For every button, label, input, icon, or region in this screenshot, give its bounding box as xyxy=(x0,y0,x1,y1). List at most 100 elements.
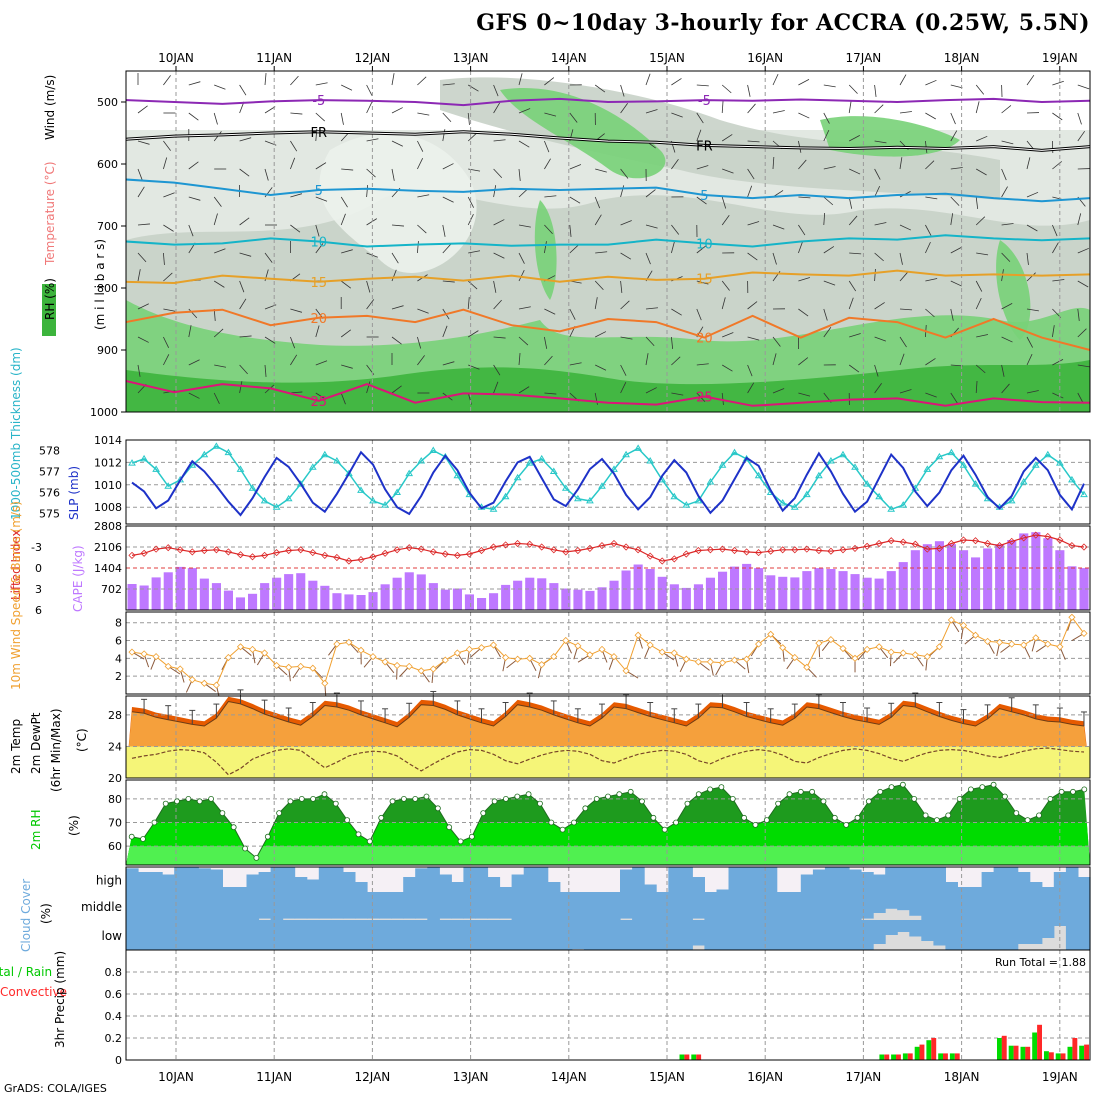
wind-barb xyxy=(874,140,887,144)
precip-total-bar xyxy=(891,1054,896,1060)
cloud-bar-fill xyxy=(246,892,260,920)
wind-barb xyxy=(569,164,582,170)
wind-barb xyxy=(1077,364,1090,368)
wind-barb xyxy=(493,139,506,142)
wind-barb xyxy=(1001,223,1014,226)
chart-title: GFS 0~10day 3-hourly for ACCRA (0.25W, 5… xyxy=(476,10,1090,36)
wind-speed-marker xyxy=(273,661,281,670)
cloud-bar xyxy=(126,868,139,893)
lifted-index-marker xyxy=(827,547,835,555)
wind-barb xyxy=(925,112,936,120)
cape-bar xyxy=(922,544,932,610)
lifted-index-marker xyxy=(1068,542,1076,550)
precip-total-bar xyxy=(938,1053,944,1060)
cape-bar xyxy=(766,575,776,610)
cape-bar xyxy=(452,588,462,610)
wind-barb xyxy=(1077,328,1087,338)
wind-barb xyxy=(188,224,194,237)
rh-marker xyxy=(287,798,294,805)
cloud-bar xyxy=(451,882,464,892)
wind-barb xyxy=(1052,392,1064,399)
rh-marker xyxy=(911,796,918,802)
wind-barb xyxy=(671,308,682,316)
wind-barb xyxy=(772,252,777,265)
wind-barb xyxy=(391,168,395,181)
wind-barb xyxy=(1052,279,1065,282)
cloud-bar-fill xyxy=(403,920,416,950)
rh-marker xyxy=(355,831,362,838)
wind-speed-marker xyxy=(923,653,931,661)
cloud-bar-fill xyxy=(439,892,452,919)
wind-barb xyxy=(721,215,730,226)
wind-speed-marker xyxy=(465,645,473,653)
wind-speed-marker xyxy=(164,662,172,670)
wind-barb xyxy=(747,252,758,261)
wind-speed-marker xyxy=(526,654,534,662)
wind-speed-marker xyxy=(441,656,449,664)
lifted-index-marker xyxy=(309,549,317,557)
wind-barb xyxy=(493,219,505,226)
contour-label: 15 xyxy=(696,273,713,288)
thickness-marker xyxy=(140,454,148,462)
rh-shade xyxy=(534,200,557,300)
cloud-bar-fill xyxy=(294,920,308,950)
date-label-bottom: 10JAN xyxy=(158,1070,194,1084)
cape-bar xyxy=(1043,538,1053,610)
wind-barb xyxy=(366,185,369,198)
wind-barb xyxy=(671,336,674,349)
cape-frame xyxy=(125,525,1091,611)
wind-barb xyxy=(239,217,250,226)
cloud-bar-fill xyxy=(1041,920,1055,938)
cloud-bar xyxy=(692,945,705,950)
cloud-bar-fill xyxy=(969,892,983,920)
wind-barb xyxy=(264,336,276,344)
thickness-tick-label: 575 xyxy=(39,508,60,521)
wind-barb xyxy=(848,280,857,292)
cloud-bar-fill xyxy=(1017,920,1031,944)
cloud-bar-fill xyxy=(547,920,561,950)
lifted-index-marker xyxy=(164,544,172,552)
lifted-index-marker xyxy=(357,556,365,564)
cloud-bar-fill xyxy=(379,920,392,950)
wind-barb xyxy=(747,103,756,114)
cloud-bar-fill xyxy=(1078,892,1091,920)
cloud-bar xyxy=(957,887,971,892)
wind-barb xyxy=(544,195,557,198)
wind-barb xyxy=(696,112,704,124)
wind-barb xyxy=(645,336,655,347)
wind-speed-marker xyxy=(453,649,461,657)
lifted-index-marker xyxy=(887,537,895,545)
cloud-bar xyxy=(318,918,332,920)
wind-barb xyxy=(213,213,218,226)
cloud-bar xyxy=(885,867,898,892)
temperature-axis-label: Temperature (°C) xyxy=(43,161,57,266)
thickness-marker xyxy=(827,457,835,464)
cloud-bar xyxy=(909,936,922,950)
cloud-bar-fill xyxy=(1005,920,1019,950)
thickness-marker xyxy=(561,484,570,491)
wind-speed-marker xyxy=(791,653,799,662)
wind-barb xyxy=(137,303,149,310)
cloud-bar-fill xyxy=(367,892,380,919)
cloud-bar xyxy=(1041,887,1055,892)
wind-barb xyxy=(137,364,141,377)
cloud-bar-fill xyxy=(764,892,778,920)
lifted-index-marker xyxy=(321,551,329,559)
rh-marker xyxy=(378,814,385,821)
cloud-bar-fill xyxy=(909,892,922,916)
cloud-bar-fill xyxy=(704,920,717,950)
wind-speed-marker xyxy=(875,643,883,651)
wind-barb xyxy=(950,130,958,142)
wind-barb xyxy=(468,250,481,254)
rh-marker xyxy=(1002,793,1008,800)
contour-label: -5 xyxy=(698,94,711,109)
cloud-bar-fill xyxy=(415,920,428,950)
cloud-bar-fill xyxy=(728,892,742,920)
wind-barb xyxy=(874,104,884,114)
wind-barb xyxy=(442,83,455,86)
rh-marker xyxy=(843,822,850,828)
wind-tick-label: 8 xyxy=(115,617,122,630)
wind-barb xyxy=(747,84,751,97)
cape-bar xyxy=(260,583,270,610)
